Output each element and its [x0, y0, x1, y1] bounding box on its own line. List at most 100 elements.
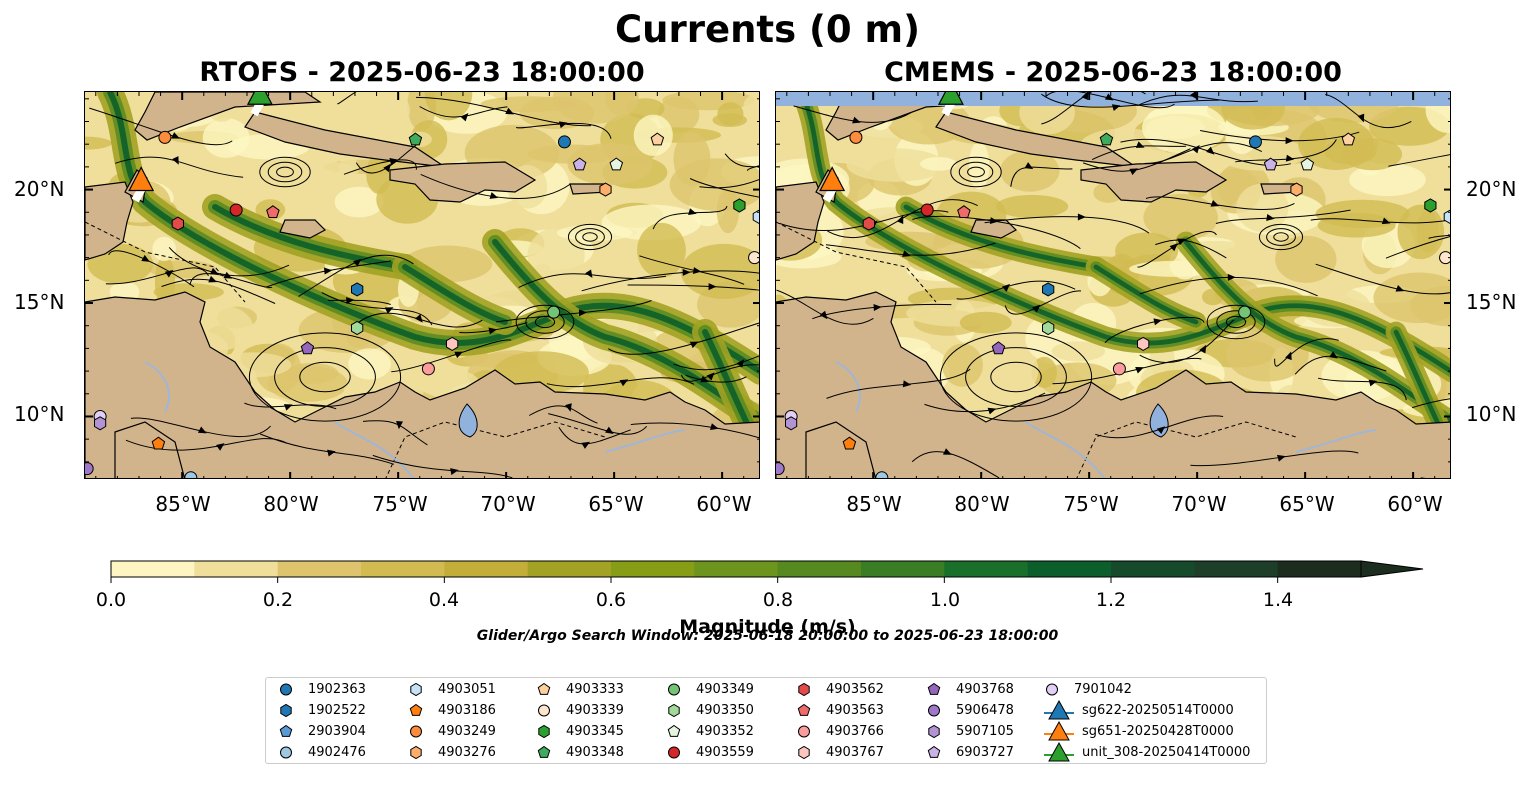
magnitude-blob [480, 96, 576, 113]
streamline-arrow [989, 217, 999, 225]
country-border [776, 221, 937, 303]
legend-item: 4903349 [666, 679, 754, 700]
legend-marker-icon [280, 683, 292, 696]
eddy-streamline [248, 332, 402, 422]
float-marker-4903352 [609, 157, 624, 171]
rtofs-lat-tick-10: 10°N [14, 402, 65, 426]
legend-label: 4903350 [696, 703, 754, 718]
legend-label: 4903766 [826, 724, 884, 739]
figure-title: Currents (0 m) [614, 8, 920, 51]
float-marker-4903339 [1439, 251, 1450, 265]
float-marker-4903559 [229, 203, 243, 217]
magnitude-blob [527, 144, 619, 164]
eddy-streamline [1266, 228, 1296, 246]
legend-marker-icon [928, 704, 940, 717]
legend-item: 4903767 [796, 742, 884, 763]
legend-label: 1902522 [308, 703, 366, 718]
legend-marker-icon [410, 725, 422, 738]
legend-marker-icon [668, 683, 680, 696]
legend-marker-icon [1044, 742, 1074, 762]
legend-item: 4903345 [536, 721, 624, 742]
legend-label: 4903562 [826, 682, 884, 697]
streamline-arrow [581, 441, 591, 449]
cmems-current-map [775, 91, 1451, 479]
land-nicaragua [114, 421, 186, 478]
magnitude-blob [604, 92, 635, 116]
streamline-arrow [1104, 93, 1114, 101]
legend-marker-icon [538, 704, 550, 717]
legend-marker-icon [410, 682, 422, 697]
cmems-map-canvas [776, 92, 1450, 478]
strong-current-band [1183, 239, 1450, 424]
float-marker-4903563 [266, 205, 280, 218]
rtofs-lon-tick: 70°W [480, 492, 536, 516]
cmems-lon-tick: 70°W [1171, 492, 1227, 516]
streamline-arrow [689, 341, 699, 349]
float-marker-4903348 [408, 132, 423, 146]
cmems-lat-tick-15: 15°N [1466, 290, 1517, 314]
streamline-arrow [1199, 344, 1207, 354]
float-marker-6903727 [1263, 157, 1278, 171]
rtofs-lon-tick: 80°W [263, 492, 319, 516]
float-marker-4903186 [151, 436, 166, 450]
colorbar-segment [777, 561, 862, 577]
magnitude-blob [1236, 183, 1289, 232]
streamline-arrow [141, 254, 150, 262]
streamline-arrow [902, 380, 912, 388]
streamline [747, 165, 759, 172]
legend-item: 1902522 [278, 700, 366, 721]
streamline-arrow [352, 258, 362, 267]
legend-item: 6903727 [926, 742, 1014, 763]
strong-current-band [903, 204, 1099, 270]
land-central [776, 291, 1450, 478]
legend-marker-icon [928, 724, 940, 739]
float-marker-5906478 [776, 462, 785, 476]
land-cubaE [935, 111, 1137, 168]
streamline-arrow [164, 269, 174, 278]
streamline-arrow [987, 407, 997, 415]
cmems-lon-tick: 65°W [1279, 492, 1335, 516]
colorbar-segment [1111, 561, 1195, 577]
legend-label: 4903767 [826, 745, 884, 760]
eddy-streamline [950, 156, 1002, 188]
streamline-arrow [1032, 304, 1041, 313]
eddy-streamline [1216, 310, 1256, 334]
streamline-arrow [172, 156, 179, 165]
streamline-arrow [1111, 104, 1121, 112]
streamlines [89, 92, 759, 478]
colorbar-segment [1277, 561, 1362, 577]
float-marker-4903249 [849, 130, 863, 144]
streamline-arrow [414, 314, 423, 323]
magnitude-blob [1143, 193, 1218, 242]
legend-item: 5906478 [926, 700, 1014, 721]
streamline-arrow [688, 208, 697, 215]
legend-item: 4903768 [926, 679, 1014, 700]
float-marker-4903186 [842, 436, 857, 450]
streamline-arrow [1129, 168, 1139, 176]
legend-marker-icon [798, 682, 810, 697]
float-marker-4903051 [1443, 209, 1450, 224]
legend-label: 4903559 [696, 745, 754, 760]
magnitude-blob [282, 160, 354, 179]
magnitude-blob [743, 93, 759, 120]
float-marker-4903768 [300, 341, 315, 355]
streamline-arrow [708, 283, 717, 291]
eddy-streamline [525, 310, 565, 334]
streamline-arrow [197, 426, 207, 434]
land-central [85, 291, 759, 478]
colorbar-segment [194, 561, 279, 577]
glider-marker-unit_308-20250414T0000 [937, 92, 964, 105]
streamline-arrow [1395, 285, 1405, 292]
legend-item: 4903339 [536, 700, 624, 721]
float-marker-4903349 [547, 305, 561, 319]
eddy-streamline [965, 347, 1067, 407]
land-jamaica [279, 219, 326, 239]
streamline-arrow [1210, 200, 1220, 207]
river [835, 361, 1377, 478]
legend-marker-icon [668, 703, 680, 718]
streamline [1388, 154, 1450, 167]
legend-item: 1902363 [278, 679, 366, 700]
legend-item: 4903348 [536, 742, 624, 763]
legend-label: 7901042 [1074, 682, 1132, 697]
legend-item: 4903276 [408, 742, 496, 763]
